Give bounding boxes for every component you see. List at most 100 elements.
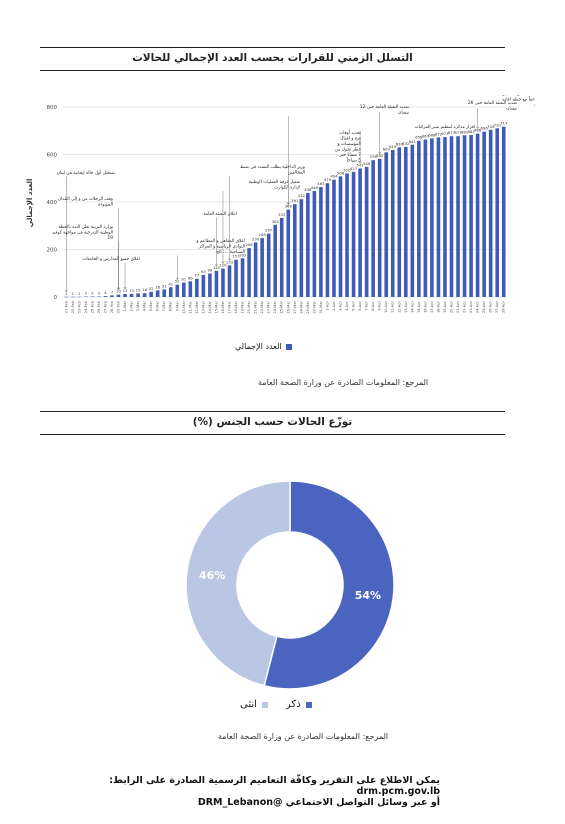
slice-percent-label: 46%	[199, 569, 225, 582]
x-tick-label: 29-Feb	[117, 300, 121, 313]
x-tick-label: 27-Feb	[103, 300, 107, 313]
bar-value-label: 2	[91, 291, 94, 296]
footer-line-1: يمكن الاطلاع على التقرير وكافّة التعاميم…	[109, 775, 440, 797]
x-tick-label: 21-Apr	[456, 300, 460, 313]
bar	[162, 289, 167, 297]
bar	[142, 293, 147, 297]
bar	[90, 296, 95, 298]
bar	[103, 296, 108, 297]
bar-value-label: 93	[201, 269, 206, 274]
x-tick-label: 20-Mar	[247, 300, 251, 313]
x-tick-label: 20-Apr	[450, 300, 454, 313]
legend-label-female: انثى	[240, 699, 257, 710]
chart1-title: التسلل الزمني للقرارات بحسب العدد الإجما…	[132, 52, 413, 64]
annotation-text: تحديد أوقات فتح و اقفال المؤسسات و حظر تجول…	[335, 129, 362, 164]
x-tick-label: 12-Apr	[397, 300, 401, 313]
x-tick-label: 6-Apr	[358, 300, 362, 310]
bar-value-label: 206	[245, 242, 253, 247]
x-tick-label: 18-Apr	[436, 300, 440, 313]
bar	[227, 265, 232, 297]
bar	[319, 187, 323, 297]
chart2-title: توزّع الحالات حسب الجنس (%)	[192, 416, 353, 428]
legend-swatch-male	[305, 701, 312, 708]
annotation-text: اغلاق جميع المدارس و الجامعات	[82, 257, 140, 262]
x-tick-label: 2-Mar	[130, 300, 134, 311]
annotation-text: تمديد التعبئة العامة حتى 12 نيسان	[360, 104, 410, 116]
bar-value-label: 677	[454, 130, 462, 135]
chart1-legend: العدد الإجمالي	[235, 342, 292, 351]
bar	[208, 273, 212, 297]
bar-value-label: 368	[285, 204, 293, 209]
annotation-arrow	[378, 151, 382, 155]
slice-percent-label: 54%	[355, 589, 381, 602]
bar-value-label: 677	[448, 130, 456, 135]
chart2-labels: 54% 46%	[199, 569, 381, 602]
bar-value-label: 61	[181, 277, 186, 282]
bar	[188, 281, 193, 297]
bar-value-label: 333	[278, 212, 286, 217]
bar	[234, 259, 238, 297]
annotation-text: وزير الداخلية يطلب التشدد في ضبط المخالفي…	[240, 165, 305, 176]
bar-value-label: 28	[155, 284, 160, 289]
x-tick-label: 4-Mar	[143, 300, 147, 311]
bar	[462, 135, 467, 297]
bar-value-label: 2	[98, 291, 101, 296]
x-tick-label: 14-Mar	[208, 300, 212, 313]
x-tick-label: 7-Mar	[162, 300, 166, 311]
x-tick-label: 11-Apr	[391, 300, 395, 313]
bar	[475, 133, 480, 297]
x-tick-label: 9-Mar	[175, 300, 179, 311]
bar	[214, 270, 219, 297]
x-tick-label: 15-Apr	[417, 300, 421, 313]
chart1-y-label: العدد الإجمالي	[26, 179, 34, 228]
bar	[469, 135, 473, 297]
bar-value-label: 672	[435, 131, 443, 136]
bar	[397, 147, 402, 297]
bar-value-label: 267	[265, 228, 273, 233]
bar-value-label: 576	[370, 154, 378, 159]
x-tick-label: 28-Apr	[502, 300, 506, 313]
x-tick-label: 5-Apr	[352, 300, 356, 310]
bar-value-label: 494	[330, 174, 338, 179]
x-tick-label: 4-Apr	[345, 300, 349, 310]
annotation-text: وقف الرحلات من و إلى البلدان الموبوءة	[58, 197, 113, 208]
bar-value-label: 446	[311, 185, 319, 190]
bar	[390, 149, 395, 297]
bar	[403, 146, 408, 297]
x-tick-label: 1-Mar	[123, 300, 127, 311]
bar	[149, 291, 153, 297]
legend-swatch-total	[285, 343, 292, 350]
bar	[181, 282, 186, 297]
bar-value-label: 619	[389, 144, 397, 149]
bar-value-label: 682	[467, 129, 475, 134]
annotation-arrow	[358, 161, 362, 164]
y-tick-label: 400	[47, 200, 58, 206]
bar	[116, 294, 121, 297]
x-tick-label: 24-Apr	[476, 300, 480, 313]
x-tick-label: 31-Mar	[319, 300, 323, 313]
bar	[338, 176, 343, 297]
annotation-arrow	[116, 287, 121, 290]
annotation-text: تمديد التعبئة العامة حتى 26 نيسان	[468, 100, 518, 112]
x-tick-label: 25-Mar	[280, 300, 284, 313]
x-tick-label: 25-Feb	[90, 300, 94, 313]
x-tick-label: 18-Mar	[234, 300, 238, 313]
bar	[351, 171, 356, 297]
x-tick-label: 11-Mar	[188, 300, 192, 313]
gender-donut-chart: 54% 46%	[185, 480, 395, 690]
bar-value-label: 52	[175, 279, 180, 284]
bar-value-label: 658	[415, 135, 423, 140]
bar-value-label: 32	[162, 283, 167, 288]
annotation-arrow	[123, 286, 127, 290]
bar	[488, 129, 493, 297]
bar-value-label: 696	[481, 126, 489, 131]
x-tick-label: 24-Feb	[84, 300, 88, 313]
legend-label-male: ذكر	[285, 699, 301, 710]
bar	[279, 217, 284, 297]
annotation-arrow	[175, 277, 179, 280]
bar-value-label: 438	[304, 187, 312, 192]
x-tick-label: 22-Mar	[260, 300, 264, 313]
x-tick-label: 26-Mar	[286, 300, 290, 313]
chart1-y-ticks: 0 200 400 600 800	[47, 105, 58, 301]
